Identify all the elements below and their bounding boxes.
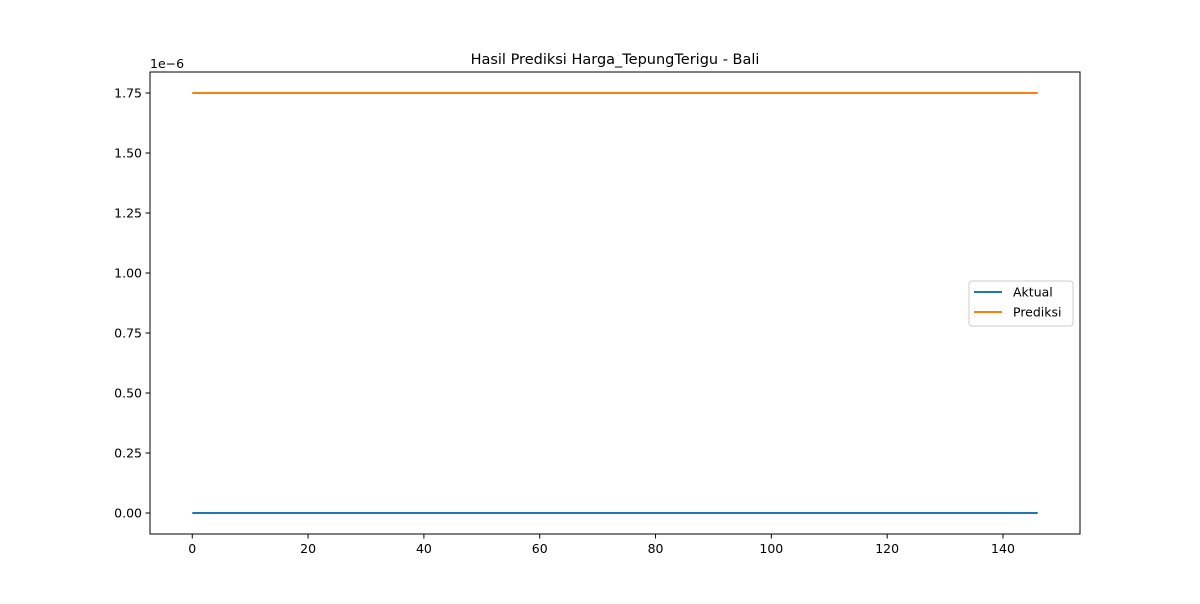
legend-label-aktual: Aktual bbox=[1013, 285, 1053, 300]
x-tick-label: 120 bbox=[875, 541, 899, 556]
y-tick-label: 1.75 bbox=[114, 86, 142, 101]
legend: Aktual Prediksi bbox=[968, 280, 1074, 327]
y-tick-label: 0.25 bbox=[114, 446, 142, 461]
x-tick-label: 80 bbox=[648, 541, 664, 556]
x-tick-label: 20 bbox=[300, 541, 316, 556]
y-tick-label: 1.50 bbox=[114, 146, 142, 161]
y-tick-label: 1.00 bbox=[114, 266, 142, 281]
legend-label-prediksi: Prediksi bbox=[1013, 305, 1062, 320]
y-tick-label: 1.25 bbox=[114, 206, 142, 221]
x-tick-label: 40 bbox=[416, 541, 432, 556]
y-axis-offset-label: 1e−6 bbox=[150, 56, 184, 71]
chart-title: Hasil Prediksi Harga_TepungTerigu - Bali bbox=[471, 52, 760, 68]
y-tick-label: 0.50 bbox=[114, 386, 142, 401]
axes-frame bbox=[149, 71, 1081, 535]
x-tick-label: 60 bbox=[532, 541, 548, 556]
x-tick-label: 100 bbox=[759, 541, 783, 556]
y-tick-label: 0.75 bbox=[114, 326, 142, 341]
plot-area: 0 20 40 60 80 100 120 140 0.00 0.25 0.50 0.75 1.00 1.… bbox=[114, 71, 1081, 556]
x-tick-label: 140 bbox=[991, 541, 1015, 556]
x-tick-label: 0 bbox=[188, 541, 196, 556]
y-tick-label: 0.00 bbox=[114, 506, 142, 521]
